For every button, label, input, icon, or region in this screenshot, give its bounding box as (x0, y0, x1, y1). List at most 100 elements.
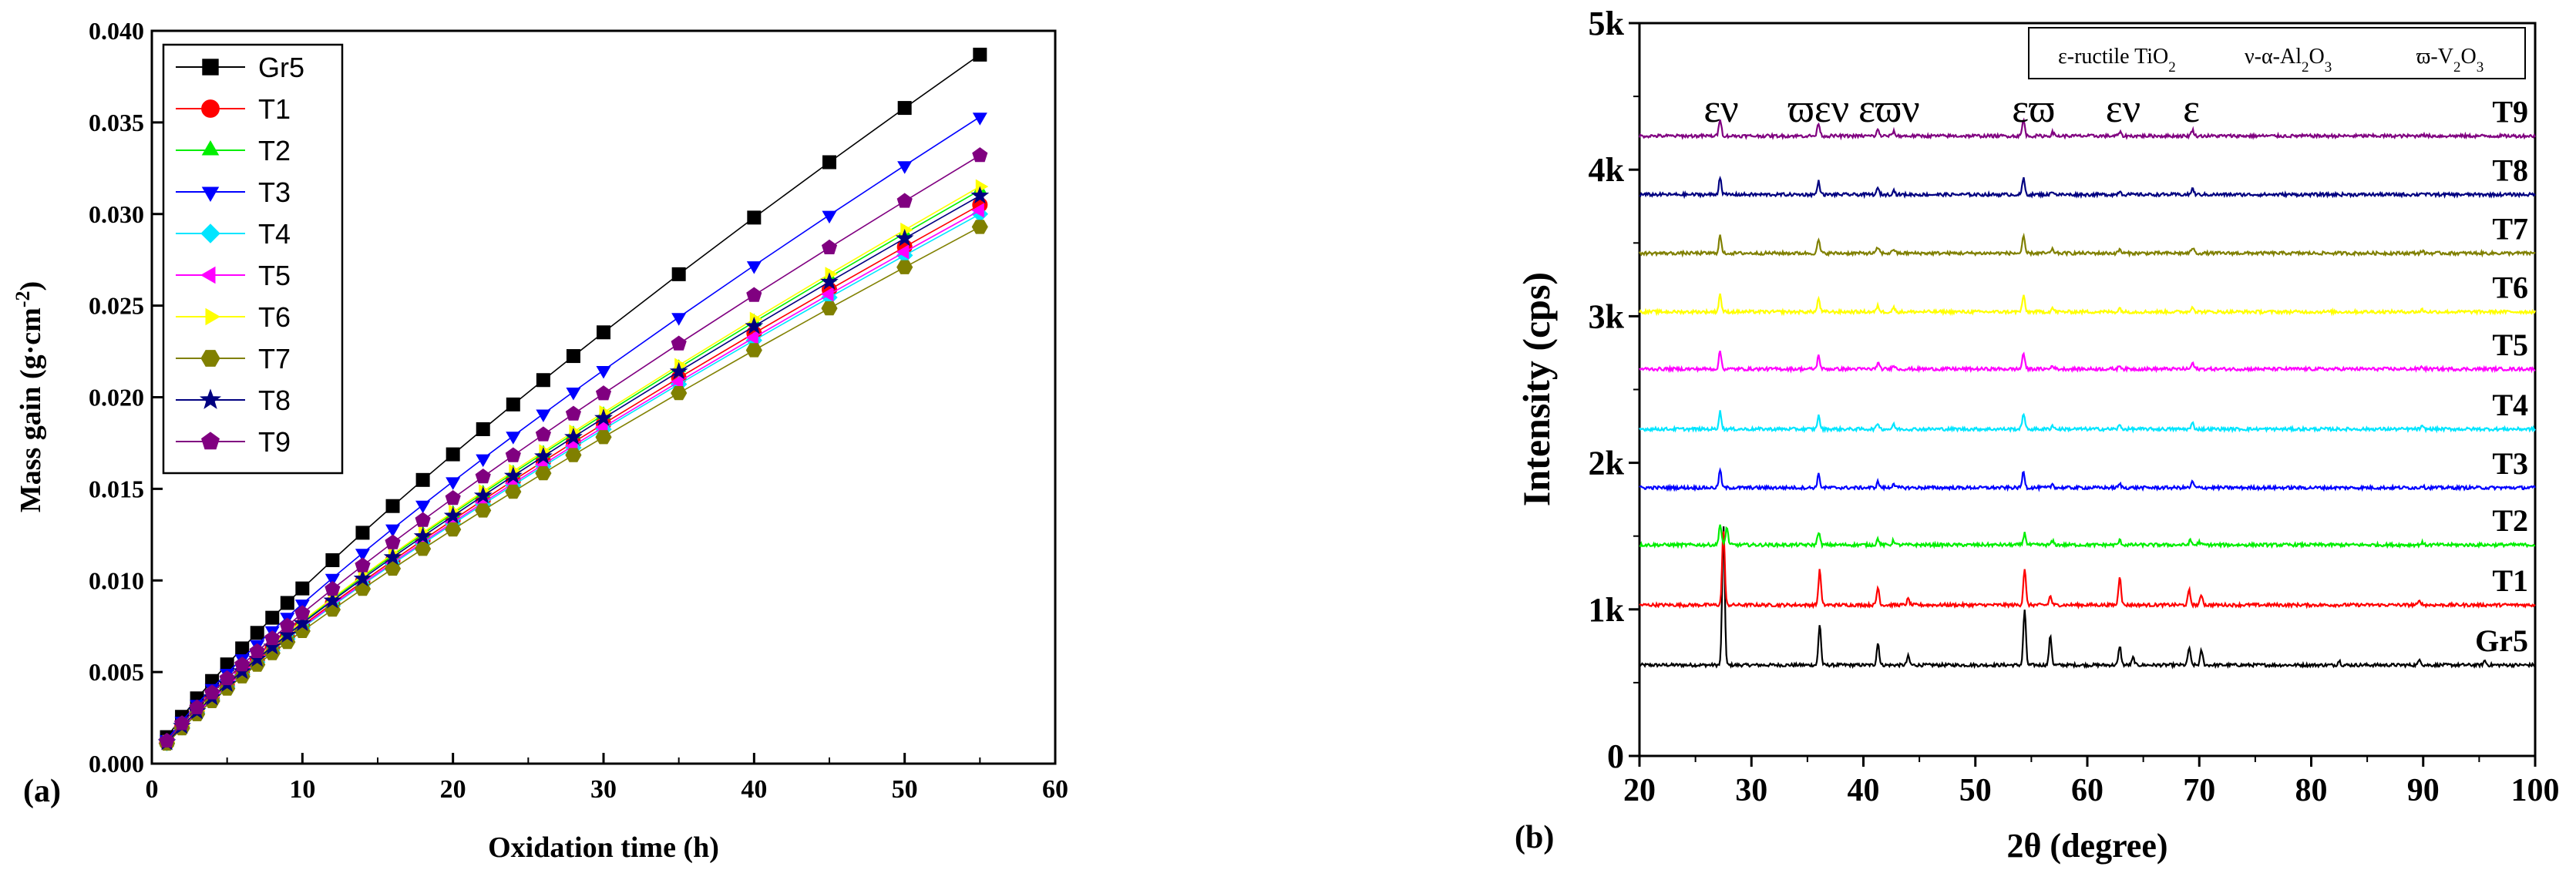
data-point (294, 605, 311, 620)
data-point (385, 524, 401, 538)
legend-entry: T2 (176, 135, 291, 166)
data-point (189, 699, 205, 714)
y-tick-label: 0.000 (89, 750, 144, 778)
data-point (820, 287, 834, 302)
data-point (201, 186, 220, 202)
x-tick-label: 60 (2071, 773, 2104, 808)
x-tick-label: 30 (1735, 773, 1767, 808)
legend-label: T9 (258, 426, 291, 458)
data-point (671, 313, 687, 326)
pattern-t7: T7 (1639, 212, 2536, 258)
plot-frame (1638, 22, 2537, 757)
peak-label: ε (2183, 87, 2200, 131)
data-point (745, 316, 764, 334)
data-point (595, 430, 612, 445)
pattern-label: T3 (2492, 446, 2528, 481)
legend-label: T3 (258, 176, 291, 208)
pattern-line (1638, 117, 2536, 141)
y-tick-label: 0.020 (89, 384, 144, 411)
data-point (264, 630, 281, 646)
data-point (536, 373, 550, 388)
data-point (279, 617, 295, 633)
data-point (446, 447, 460, 462)
data-point (325, 580, 341, 596)
data-point (670, 374, 684, 389)
data-point (250, 626, 264, 640)
data-point (746, 287, 762, 302)
data-point (595, 385, 612, 401)
pattern-t8: T8 (1639, 153, 2536, 200)
peak-label: εϖ (2012, 87, 2055, 131)
data-point (503, 466, 523, 484)
data-point (201, 99, 220, 118)
legend-entry: T7 (176, 343, 291, 375)
data-point (476, 454, 491, 468)
data-point (822, 210, 837, 224)
pattern-t1: T1 (1639, 531, 2536, 610)
xrd-chart: 20 30 40 50 60 70 80 90 100 0 1k 2k 3k 4k 5k Gr5 T1 T2 T3… (1515, 5, 2560, 865)
data-point (200, 223, 220, 244)
data-point (475, 469, 491, 484)
pattern-line (1639, 531, 2536, 610)
y-tick-label: 5k (1589, 5, 1625, 42)
y-tick-label: 2k (1589, 445, 1625, 482)
pattern-t3: T3 (1639, 446, 2536, 492)
pattern-label: T2 (2492, 503, 2528, 538)
pattern-t5: T5 (1639, 327, 2536, 374)
data-point (200, 266, 216, 284)
x-tick-label: 100 (2511, 773, 2560, 808)
x-tick-label: 50 (892, 775, 918, 804)
y-axis-label: Intensity (cps) (1515, 272, 1558, 506)
data-point (443, 506, 462, 524)
data-point (385, 534, 401, 549)
data-point (265, 610, 280, 625)
pattern-label: T4 (2492, 388, 2528, 422)
data-point (597, 325, 610, 340)
pattern-t2: T2 (1639, 503, 2536, 549)
x-tick-label: 0 (146, 775, 159, 804)
data-point (413, 526, 432, 545)
data-point (355, 557, 371, 573)
pattern-line (1639, 232, 2536, 258)
pattern-label: T1 (2492, 563, 2528, 598)
pattern-label: Gr5 (2475, 623, 2528, 658)
data-point (473, 485, 493, 504)
data-point (445, 522, 462, 537)
data-point (745, 330, 758, 345)
data-point (325, 573, 340, 587)
pattern-line (1639, 524, 2536, 549)
data-point (566, 388, 581, 401)
data-point (820, 272, 839, 290)
series-t9 (159, 147, 988, 748)
data-point (535, 426, 551, 442)
data-point (354, 582, 372, 596)
phase-legend-entry: ε-ructile TiO2 (2058, 45, 2176, 76)
legend-box (162, 43, 344, 475)
data-point (746, 261, 762, 274)
pattern-label: T8 (2492, 153, 2528, 188)
data-point (280, 596, 294, 610)
data-point (201, 432, 220, 450)
legend-label: T8 (258, 385, 291, 416)
data-point (293, 613, 312, 632)
data-point (235, 641, 250, 656)
pattern-t9: T9 (1638, 94, 2536, 141)
data-point (199, 388, 222, 409)
legend-label: T7 (258, 343, 291, 375)
data-point (234, 657, 251, 672)
y-tick-label: 0.030 (89, 200, 144, 228)
data-point (897, 101, 912, 116)
pattern-line (1639, 350, 2536, 374)
data-point (535, 466, 552, 481)
data-point (897, 161, 913, 174)
x-tick-label: 20 (1623, 773, 1656, 808)
x-axis-label: 2θ (degree) (2006, 827, 2167, 865)
data-point (204, 684, 220, 700)
data-point (415, 512, 431, 527)
data-point (536, 409, 551, 423)
data-point (415, 542, 432, 556)
data-point (671, 335, 687, 351)
legend-entry: T6 (176, 301, 291, 333)
peak-label: ϖεν (1788, 87, 1850, 131)
data-point (821, 239, 838, 254)
